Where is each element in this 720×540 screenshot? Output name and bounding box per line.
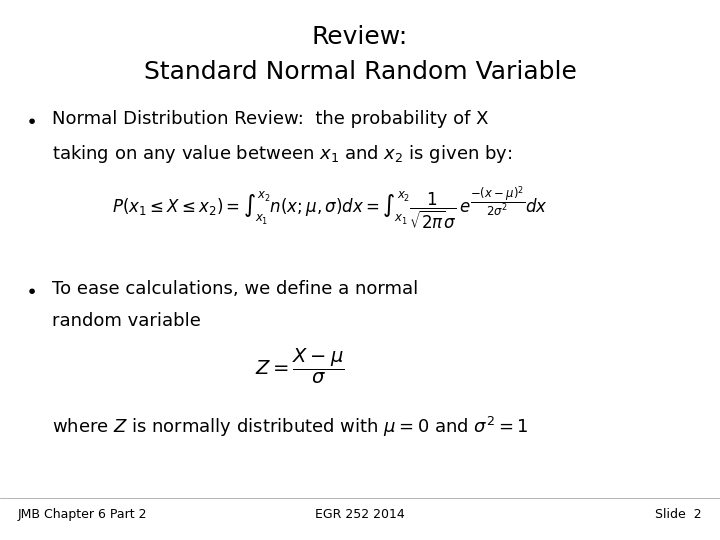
Text: $P(x_1 \leq X \leq x_2) = \int_{x_1}^{x_2} n(x;\mu,\sigma)dx = \int_{x_1}^{x_2} : $P(x_1 \leq X \leq x_2) = \int_{x_1}^{x_… <box>112 185 548 232</box>
Text: random variable: random variable <box>52 312 201 330</box>
Text: Review:: Review: <box>312 25 408 49</box>
Text: where $Z$ is normally distributed with $\mu = 0$ and $\sigma^2 = 1$: where $Z$ is normally distributed with $… <box>52 415 528 439</box>
Text: To ease calculations, we define a normal: To ease calculations, we define a normal <box>52 280 418 298</box>
Text: $Z = \dfrac{X - \mu}{\sigma}$: $Z = \dfrac{X - \mu}{\sigma}$ <box>256 347 345 386</box>
Text: $\bullet$: $\bullet$ <box>25 280 36 299</box>
Text: Slide  2: Slide 2 <box>655 508 702 521</box>
Text: EGR 252 2014: EGR 252 2014 <box>315 508 405 521</box>
Text: taking on any value between $x_1$ and $x_2$ is given by:: taking on any value between $x_1$ and $x… <box>52 143 513 165</box>
Text: $\bullet$: $\bullet$ <box>25 110 36 129</box>
Text: JMB Chapter 6 Part 2: JMB Chapter 6 Part 2 <box>18 508 148 521</box>
Text: Standard Normal Random Variable: Standard Normal Random Variable <box>143 60 577 84</box>
Text: Normal Distribution Review:  the probability of X: Normal Distribution Review: the probabil… <box>52 110 488 128</box>
